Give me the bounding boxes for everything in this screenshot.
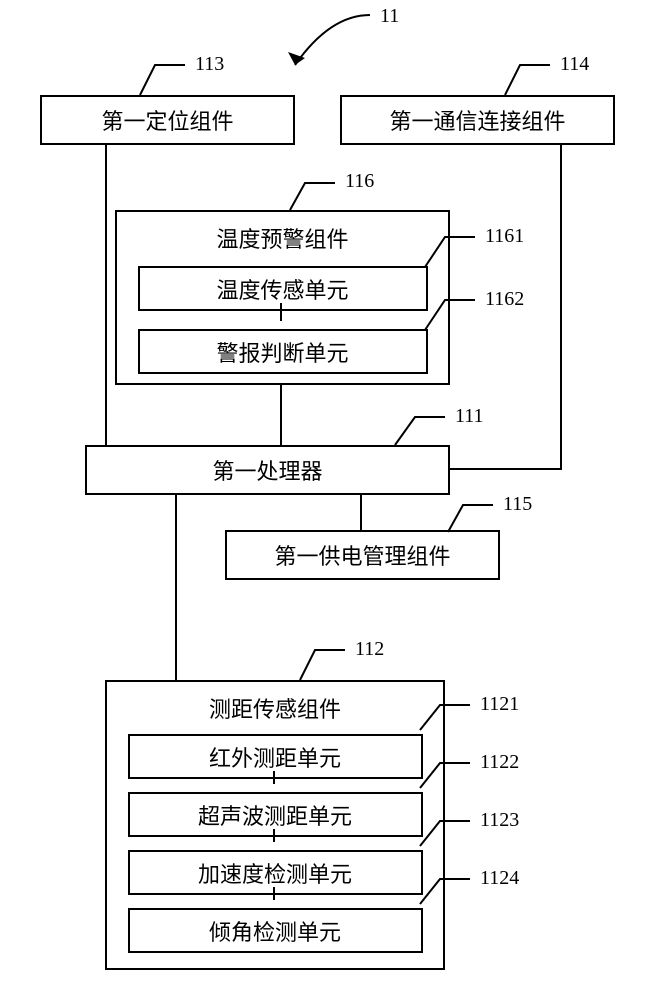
box-alarm-judge: 警报判断单元	[138, 329, 428, 374]
box-temp-warning: 温度预警组件 温度传感单元 警报判断单元	[115, 210, 450, 385]
ref-115: 115	[503, 493, 532, 516]
conn-114-proc	[450, 468, 562, 470]
box-accel: 加速度检测单元	[128, 850, 423, 895]
ref-1124: 1124	[480, 867, 519, 890]
box-ranging: 测距传感组件 红外测距单元 超声波测距单元 加速度检测单元 倾角检测单元	[105, 680, 445, 970]
label-alarm-judge: 警报判断单元	[216, 336, 348, 368]
ref-1121: 1121	[480, 693, 519, 716]
label-comm: 第一通信连接组件	[389, 104, 565, 136]
lead-1122	[420, 758, 475, 788]
conn-r2	[273, 829, 275, 842]
box-comm: 第一通信连接组件	[340, 95, 615, 145]
conn-r1	[273, 771, 275, 784]
label-temp-sensor: 温度传感单元	[216, 273, 348, 305]
ref-112: 112	[355, 638, 384, 661]
label-power: 第一供电管理组件	[274, 539, 450, 571]
box-ultrasonic: 超声波测距单元	[128, 792, 423, 837]
conn-proc-ranging	[175, 495, 177, 680]
label-tilt: 倾角检测单元	[209, 915, 341, 947]
lead-115	[448, 500, 498, 530]
label-ultrasonic: 超声波测距单元	[198, 799, 352, 831]
conn-116-proc	[280, 385, 282, 445]
ref-111: 111	[455, 405, 484, 428]
conn-114-down	[560, 145, 562, 470]
box-power: 第一供电管理组件	[225, 530, 500, 580]
lead-1124	[420, 874, 475, 904]
ref-1162: 1162	[485, 288, 524, 311]
box-positioning: 第一定位组件	[40, 95, 295, 145]
lead-1162	[425, 295, 480, 330]
lead-112	[300, 645, 350, 680]
ref-113: 113	[195, 53, 224, 76]
lead-116	[290, 178, 340, 210]
box-processor: 第一处理器	[85, 445, 450, 495]
lead-111	[395, 412, 450, 445]
ref-116: 116	[345, 170, 374, 193]
lead-1161	[425, 232, 480, 267]
ref-114: 114	[560, 53, 589, 76]
main-arrow	[270, 10, 390, 80]
label-positioning: 第一定位组件	[101, 104, 233, 136]
lead-1123	[420, 816, 475, 846]
label-infrared: 红外测距单元	[209, 741, 341, 773]
ref-1122: 1122	[480, 751, 519, 774]
ref-1161: 1161	[485, 225, 524, 248]
conn-113-proc	[105, 145, 107, 445]
lead-113	[140, 60, 190, 95]
label-accel: 加速度检测单元	[198, 857, 352, 889]
title-ranging: 测距传感组件	[107, 692, 443, 724]
label-processor: 第一处理器	[212, 454, 322, 486]
conn-r3	[273, 887, 275, 900]
title-temp-warning: 温度预警组件	[117, 222, 448, 254]
ref-1123: 1123	[480, 809, 519, 832]
ref-main: 11	[380, 5, 399, 28]
box-infrared: 红外测距单元	[128, 734, 423, 779]
box-temp-sensor: 温度传感单元	[138, 266, 428, 311]
lead-1121	[420, 700, 475, 730]
lead-114	[505, 60, 555, 95]
conn-proc-power	[360, 495, 362, 530]
conn-temp-units	[280, 303, 282, 321]
box-tilt: 倾角检测单元	[128, 908, 423, 953]
